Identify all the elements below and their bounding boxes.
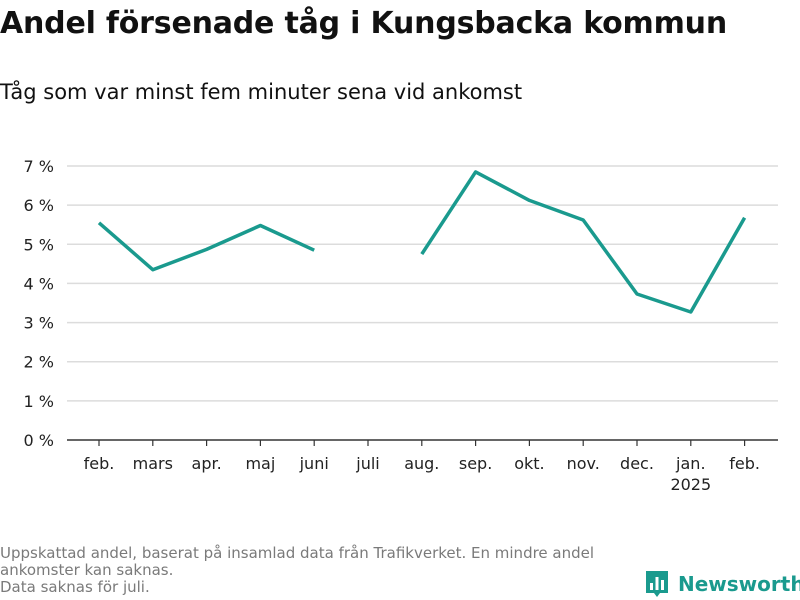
footnote-line-1: Uppskattad andel, baserat på insamlad da… bbox=[0, 544, 595, 562]
brand-name: Newsworthy bbox=[678, 572, 800, 596]
y-tick-label: 6 % bbox=[24, 196, 54, 215]
x-axis: feb. mars apr. maj juni juli aug. sep. okt. nov. d… bbox=[67, 439, 778, 494]
chart-subtitle: Tåg som var minst fem minuter sena vid a… bbox=[0, 80, 523, 104]
x-tick-label: juli bbox=[355, 454, 379, 473]
x-tick-label: dec. bbox=[620, 454, 654, 473]
x-tick-label: mars bbox=[133, 454, 173, 473]
x-tick-label: sep. bbox=[459, 454, 492, 473]
x-tick-label: apr. bbox=[192, 454, 222, 473]
y-tick-label: 0 % bbox=[24, 431, 54, 450]
footnote-line-2: ankomster kan saknas. bbox=[0, 561, 174, 579]
x-tick-label: aug. bbox=[404, 454, 439, 473]
gridlines bbox=[67, 165, 778, 402]
footnote: Uppskattad andel, baserat på insamlad da… bbox=[0, 545, 630, 596]
y-axis-tick-labels: 0 % 1 % 2 % 3 % 4 % 5 % 6 % 7 % bbox=[24, 157, 54, 450]
chart-title: Andel försenade tåg i Kungsbacka kommun bbox=[0, 6, 727, 41]
x-tick-label: maj bbox=[245, 454, 275, 473]
footnote-line-3: Data saknas för juli. bbox=[0, 578, 150, 596]
y-tick-label: 7 % bbox=[24, 157, 54, 176]
y-tick-label: 5 % bbox=[24, 235, 54, 254]
series-line-segment bbox=[420, 170, 747, 314]
x-tick-sublabel: 2025 bbox=[670, 475, 711, 494]
x-tick-label: feb. bbox=[84, 454, 115, 473]
x-tick-label: nov. bbox=[567, 454, 600, 473]
x-tick-label: juni bbox=[299, 454, 329, 473]
y-tick-label: 4 % bbox=[24, 274, 54, 293]
x-tick-label: okt. bbox=[514, 454, 544, 473]
y-tick-label: 1 % bbox=[24, 392, 54, 411]
bar-chart-logo-icon bbox=[646, 571, 668, 597]
series-line-segment bbox=[97, 221, 315, 272]
y-tick-label: 2 % bbox=[24, 353, 54, 372]
series-lines bbox=[97, 170, 747, 314]
brand-logo: Newsworthy bbox=[644, 568, 800, 600]
x-tick-label: jan. bbox=[675, 454, 705, 473]
x-tick-label: feb. bbox=[729, 454, 760, 473]
y-tick-label: 3 % bbox=[24, 314, 54, 333]
